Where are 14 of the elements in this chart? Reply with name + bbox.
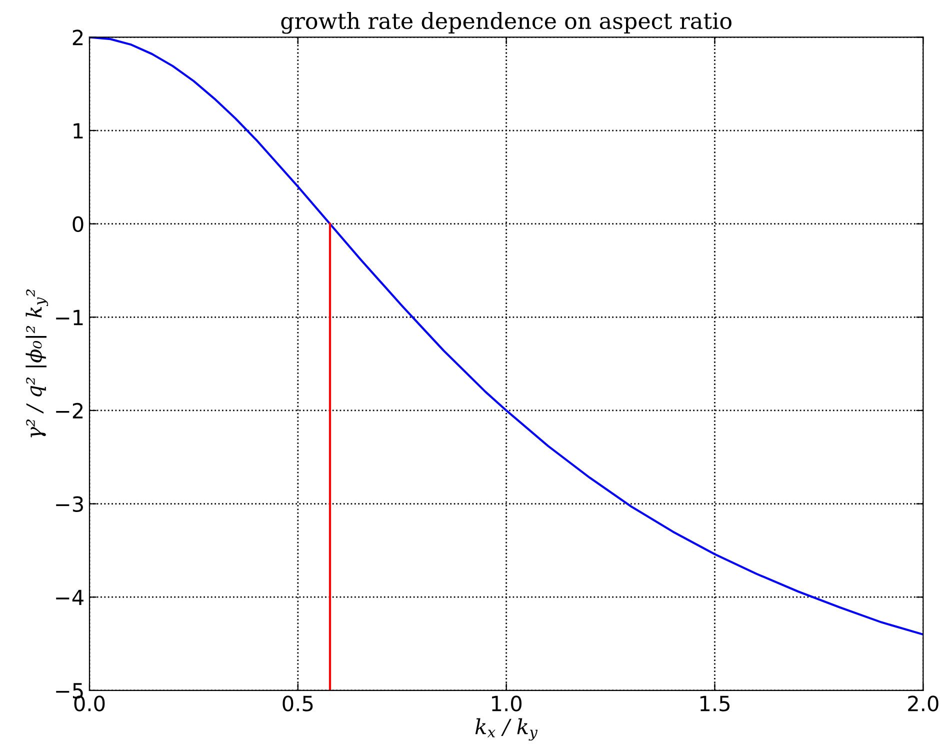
y-tick-label: −2 [56, 402, 83, 418]
y-tick-label: 2 [72, 30, 83, 46]
y-axis-title: γ² / q² |ϕ₀|² k$_{y}$² [26, 289, 48, 438]
x-tick-label: 0.5 [282, 696, 313, 712]
x-tick-label: 2.0 [908, 696, 938, 712]
chart-title: growth rate dependence on aspect ratio [281, 12, 732, 34]
y-tick-label: 1 [74, 123, 83, 138]
y-tick-label: −1 [56, 310, 83, 326]
x-axis-title: k$_{x}$ / k$_{y}$ [475, 718, 538, 741]
y-tick-label: −3 [56, 496, 83, 512]
y-tick-label: 0 [72, 216, 84, 232]
x-tick-label: 1.0 [492, 696, 522, 712]
x-tick-label: 1.5 [700, 696, 730, 712]
y-tick-label: −4 [56, 590, 84, 606]
